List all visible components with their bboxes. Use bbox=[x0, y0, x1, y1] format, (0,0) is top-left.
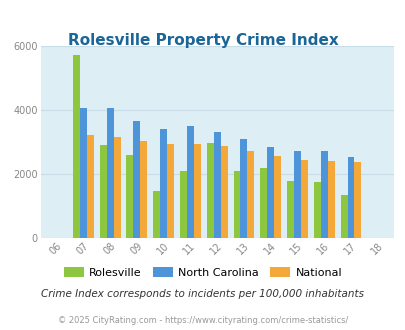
Bar bbox=[286, 181, 293, 238]
Bar bbox=[313, 182, 320, 238]
Bar bbox=[87, 135, 94, 238]
Bar bbox=[126, 155, 133, 238]
Bar bbox=[213, 132, 220, 238]
Bar bbox=[194, 144, 200, 238]
Bar bbox=[293, 151, 300, 238]
Bar bbox=[233, 171, 240, 238]
Bar bbox=[133, 121, 140, 238]
Text: Crime Index corresponds to incidents per 100,000 inhabitants: Crime Index corresponds to incidents per… bbox=[41, 289, 364, 299]
Bar bbox=[179, 171, 187, 238]
Bar bbox=[107, 108, 113, 238]
Text: Rolesville Property Crime Index: Rolesville Property Crime Index bbox=[68, 33, 337, 48]
Bar bbox=[354, 162, 360, 238]
Bar bbox=[340, 195, 347, 238]
Bar bbox=[160, 128, 167, 238]
Bar bbox=[73, 55, 80, 238]
Bar bbox=[240, 139, 247, 238]
Bar bbox=[220, 146, 227, 238]
Bar bbox=[80, 108, 87, 238]
Bar bbox=[187, 126, 194, 238]
Bar bbox=[153, 191, 160, 238]
Bar bbox=[320, 151, 327, 238]
Bar bbox=[113, 137, 120, 238]
Text: © 2025 CityRating.com - https://www.cityrating.com/crime-statistics/: © 2025 CityRating.com - https://www.city… bbox=[58, 316, 347, 325]
Bar bbox=[347, 157, 354, 238]
Bar bbox=[327, 161, 334, 238]
Bar bbox=[260, 168, 266, 238]
Bar bbox=[247, 151, 254, 238]
Bar bbox=[300, 160, 307, 238]
Bar bbox=[273, 156, 281, 238]
Bar bbox=[206, 143, 213, 238]
Bar bbox=[266, 147, 273, 238]
Legend: Rolesville, North Carolina, National: Rolesville, North Carolina, National bbox=[59, 263, 346, 282]
Bar bbox=[100, 145, 107, 238]
Bar bbox=[140, 141, 147, 238]
Bar bbox=[167, 144, 174, 238]
